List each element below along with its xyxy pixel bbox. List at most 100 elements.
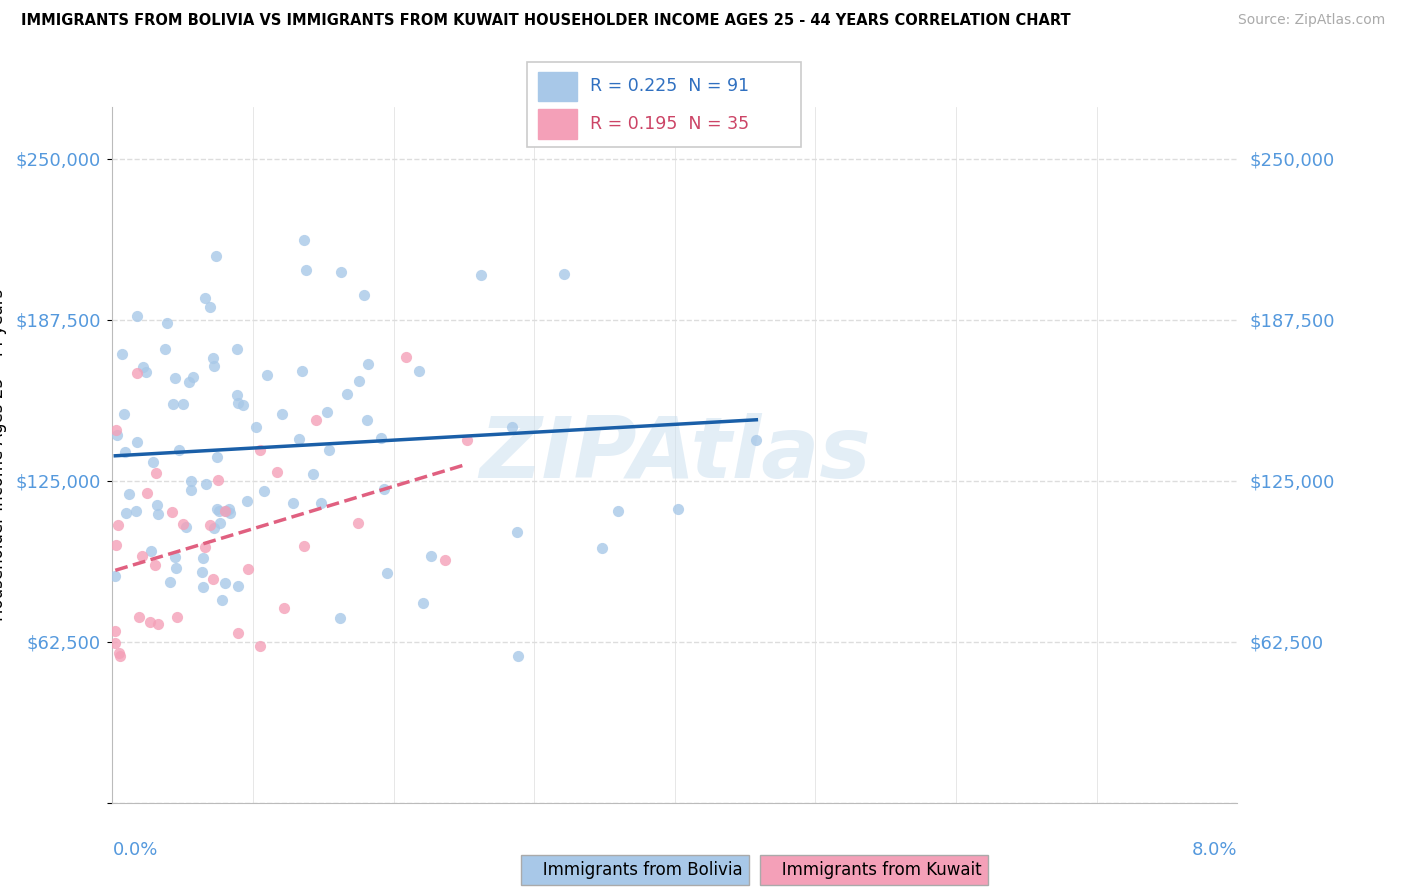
Point bbox=[271, 407, 294, 421]
Point bbox=[209, 516, 232, 531]
Point bbox=[180, 474, 202, 488]
Point bbox=[412, 596, 434, 610]
Point bbox=[236, 562, 259, 576]
Point bbox=[305, 413, 328, 427]
Point bbox=[159, 575, 181, 590]
Point bbox=[108, 646, 131, 660]
Point bbox=[208, 504, 231, 518]
Point bbox=[145, 466, 167, 480]
Point bbox=[253, 483, 276, 498]
Point bbox=[394, 350, 416, 364]
Point bbox=[183, 370, 205, 384]
Point bbox=[112, 407, 135, 421]
Point bbox=[191, 565, 214, 579]
Bar bbox=[538, 109, 576, 139]
Point bbox=[456, 434, 478, 448]
Point bbox=[202, 359, 225, 374]
Point bbox=[226, 579, 249, 593]
Point bbox=[245, 420, 267, 434]
Point bbox=[228, 625, 250, 640]
Point bbox=[104, 537, 127, 551]
Point bbox=[200, 518, 222, 533]
Text: R = 0.225  N = 91: R = 0.225 N = 91 bbox=[591, 78, 749, 95]
Point bbox=[173, 397, 195, 411]
Point bbox=[501, 420, 523, 434]
Point bbox=[370, 431, 392, 445]
Bar bbox=[538, 71, 576, 102]
Point bbox=[218, 501, 240, 516]
Point bbox=[235, 494, 257, 508]
Point bbox=[295, 262, 318, 277]
Point bbox=[347, 516, 370, 530]
Point bbox=[179, 376, 201, 390]
Point bbox=[626, 126, 648, 140]
Point bbox=[111, 347, 134, 361]
Point bbox=[433, 553, 456, 567]
Point bbox=[309, 496, 332, 510]
Point bbox=[218, 506, 240, 520]
Point bbox=[356, 413, 378, 427]
Y-axis label: Householder Income Ages 25 - 44 years: Householder Income Ages 25 - 44 years bbox=[0, 289, 7, 621]
Point bbox=[745, 433, 768, 447]
Point bbox=[291, 364, 314, 378]
Point bbox=[329, 610, 352, 624]
Point bbox=[132, 359, 155, 374]
Point bbox=[205, 501, 228, 516]
Point bbox=[226, 396, 249, 410]
Point bbox=[162, 397, 184, 411]
Point bbox=[163, 549, 186, 564]
Point bbox=[105, 428, 128, 442]
Point bbox=[180, 483, 202, 497]
Point bbox=[318, 442, 340, 457]
Point bbox=[198, 300, 221, 314]
Text: Source: ZipAtlas.com: Source: ZipAtlas.com bbox=[1237, 13, 1385, 28]
Point bbox=[292, 539, 315, 553]
Point bbox=[104, 423, 127, 437]
Point bbox=[226, 388, 249, 402]
Text: 8.0%: 8.0% bbox=[1192, 841, 1237, 859]
Point bbox=[408, 364, 430, 378]
Point bbox=[136, 486, 159, 500]
Point bbox=[330, 265, 353, 279]
Point bbox=[215, 504, 238, 518]
Point bbox=[131, 549, 153, 564]
Point bbox=[155, 342, 177, 356]
Point bbox=[163, 371, 186, 385]
Point bbox=[506, 649, 529, 664]
Point bbox=[174, 520, 197, 534]
Point bbox=[127, 309, 149, 323]
Point bbox=[273, 601, 295, 615]
Point bbox=[292, 233, 315, 247]
Text: ZIPAtlas: ZIPAtlas bbox=[479, 413, 870, 497]
Point bbox=[607, 503, 630, 517]
Point bbox=[249, 442, 271, 457]
Point bbox=[283, 496, 305, 510]
Point bbox=[148, 616, 170, 631]
Point bbox=[214, 576, 236, 591]
Point bbox=[207, 473, 229, 487]
Text: Immigrants from Bolivia: Immigrants from Bolivia bbox=[527, 861, 742, 879]
Point bbox=[166, 610, 188, 624]
Point bbox=[288, 432, 311, 446]
FancyBboxPatch shape bbox=[527, 62, 801, 147]
Point bbox=[167, 442, 190, 457]
Point bbox=[315, 405, 337, 419]
Point bbox=[226, 342, 249, 356]
Point bbox=[591, 541, 613, 556]
Text: Immigrants from Kuwait: Immigrants from Kuwait bbox=[766, 861, 981, 879]
Point bbox=[194, 291, 217, 305]
Point bbox=[232, 398, 254, 412]
Point bbox=[191, 551, 214, 566]
Point bbox=[139, 615, 162, 629]
Point bbox=[141, 544, 163, 558]
Point bbox=[165, 561, 187, 575]
Point bbox=[419, 549, 441, 563]
Point bbox=[207, 450, 229, 464]
Point bbox=[191, 580, 214, 594]
Point bbox=[205, 249, 228, 263]
Point bbox=[373, 483, 395, 497]
Point bbox=[104, 624, 127, 638]
Point bbox=[194, 540, 217, 554]
Point bbox=[214, 503, 236, 517]
Point bbox=[125, 435, 148, 450]
